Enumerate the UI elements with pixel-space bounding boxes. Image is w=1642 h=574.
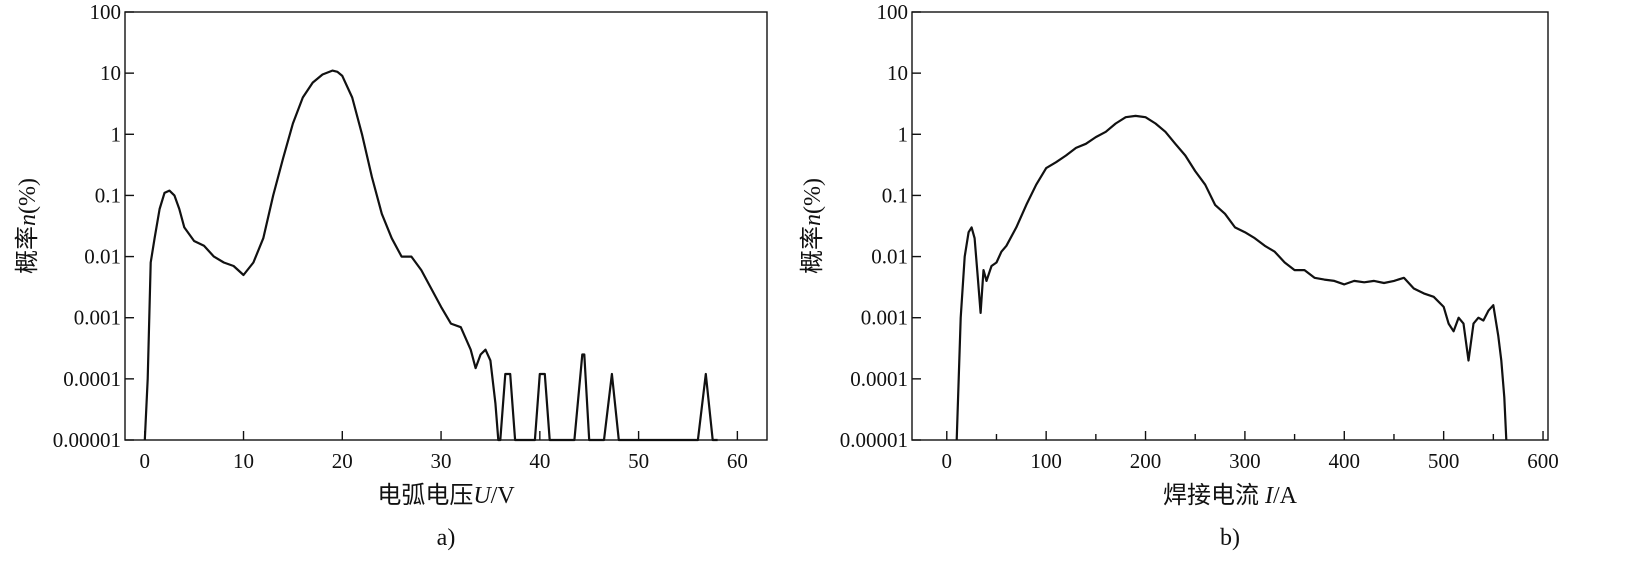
plot-frame-b (911, 11, 1549, 441)
y-axis-label-unit-b: (%) (800, 178, 826, 214)
x-axis-label-a: 电弧电压U/V (377, 482, 515, 509)
x-tick-label-b-4: 400 (1329, 449, 1361, 473)
x-axis-label-unit-a: /V (491, 483, 516, 509)
x-tick-label-b-5: 500 (1428, 449, 1460, 473)
x-tick-label-a-5: 50 (628, 449, 649, 473)
x-axis-label-var-b: I (1264, 483, 1274, 509)
y-tick-label-a-7: 100 (90, 0, 122, 24)
series-line-b-0 (955, 114, 1508, 441)
x-tick-label-a-4: 40 (529, 449, 550, 473)
y-tick-label-b-3: 0.01 (871, 245, 908, 269)
y-axis-label-unit-a: (%) (15, 178, 41, 214)
x-axis-label-text-a: 电弧电压 (377, 482, 473, 509)
x-axis-label-b: 焊接电流 I/A (1163, 482, 1298, 509)
x-axis-label-var-a: U (473, 483, 492, 509)
y-axis-label-text-a: 概率 (14, 226, 41, 274)
y-tick-label-b-6: 10 (887, 61, 908, 85)
x-tick-label-a-3: 30 (431, 449, 452, 473)
panel-b-current-distribution: 0.00001 0.0001 0.001 0.01 0.1 1 10 100 0 100 200 30… (799, 0, 1559, 551)
y-tick-label-a-3: 0.01 (84, 245, 121, 269)
x-tick-label-b-1: 100 (1030, 449, 1062, 473)
x-tick-label-b-0: 0 (942, 449, 953, 473)
x-axis-label-text-b: 焊接电流 (1163, 482, 1265, 509)
x-tick-label-a-1: 10 (233, 449, 254, 473)
y-tick-label-b-5: 1 (898, 122, 909, 146)
y-tick-label-a-5: 1 (111, 122, 122, 146)
y-tick-label-b-1: 0.0001 (850, 367, 908, 391)
y-tick-label-b-0: 0.00001 (840, 428, 908, 452)
y-tick-label-a-6: 10 (100, 61, 121, 85)
y-tick-label-b-7: 100 (877, 0, 909, 24)
y-axis-label-text-b: 概率 (799, 226, 826, 274)
y-tick-label-a-0: 0.00001 (53, 428, 121, 452)
y-tick-label-b-4: 0.1 (882, 183, 908, 207)
x-axis-label-unit-b: /A (1273, 483, 1298, 509)
y-tick-label-a-1: 0.0001 (63, 367, 121, 391)
y-tick-label-b-2: 0.001 (861, 306, 908, 330)
panel-a-voltage-distribution: 0.00001 0.0001 0.001 0.01 0.1 1 10 100 0 10 20 30 40… (14, 0, 768, 551)
y-axis-label-var-a: n (15, 214, 41, 226)
series-line-a-0 (143, 69, 718, 442)
y-tick-label-a-2: 0.001 (74, 306, 121, 330)
plot-frame-a (124, 11, 768, 441)
x-tick-label-b-6: 600 (1527, 449, 1559, 473)
x-tick-label-a-0: 0 (140, 449, 151, 473)
panel-label-a: a) (437, 525, 456, 551)
y-axis-label-b: 概率n(%) (799, 178, 826, 274)
y-tick-label-a-4: 0.1 (95, 183, 121, 207)
x-tick-label-b-2: 200 (1130, 449, 1162, 473)
x-tick-label-b-3: 300 (1229, 449, 1261, 473)
y-axis-label-a: 概率n(%) (14, 178, 41, 274)
x-tick-label-a-2: 20 (332, 449, 353, 473)
y-axis-label-var-b: n (800, 214, 826, 226)
panel-label-b: b) (1220, 525, 1240, 551)
x-tick-label-a-6: 60 (727, 449, 748, 473)
